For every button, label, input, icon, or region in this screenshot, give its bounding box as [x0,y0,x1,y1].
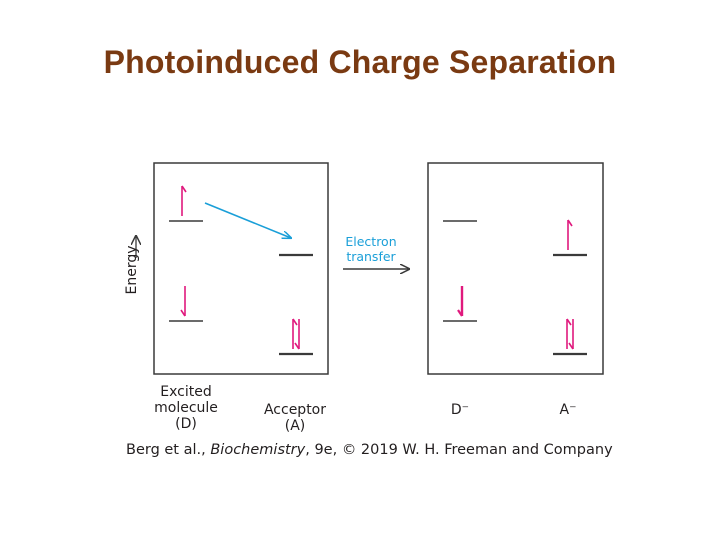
donor-excited-electron-up [181,185,187,216]
source-caption: Berg et al., Biochemistry, 9e, © 2019 W.… [126,442,613,458]
intramolecular-transfer-arrow [204,202,291,238]
donor-ground-electron-down [180,286,186,317]
acceptor-ion-paired-electrons [566,318,574,350]
acceptor-label-line2: (A) [284,418,306,434]
electron-transfer-line1: Electron [345,234,397,249]
caption-suffix: , 9e, © 2019 W. H. Freeman and Company [305,442,613,458]
acceptor-label: Acceptor (A) [252,402,338,434]
excited-label-line2: molecule [154,400,218,416]
donor-ion-label: D⁻ [450,402,470,418]
electron-transfer-label: Electron transfer [335,234,407,264]
left-panel-frame [153,162,329,375]
acceptor-ion-transferred-electron-up [567,219,573,250]
right-panel-frame [427,162,604,375]
electron-transfer-line2: transfer [346,249,396,264]
slide-title: Photoinduced Charge Separation [103,44,617,80]
acceptor-ion-label: A⁻ [559,402,577,418]
caption-prefix: Berg et al., [126,442,211,458]
caption-book-title: Biochemistry [210,442,306,458]
acceptor-paired-electrons [292,318,300,350]
acceptor-label-line1: Acceptor [263,402,327,418]
energy-axis-label: Energy [124,245,140,295]
excited-label-line3: (D) [175,416,197,432]
excited-molecule-label: Excited molecule (D) [140,384,232,432]
donor-ion-electron-down [457,286,464,317]
excited-label-line1: Excited [160,384,212,400]
